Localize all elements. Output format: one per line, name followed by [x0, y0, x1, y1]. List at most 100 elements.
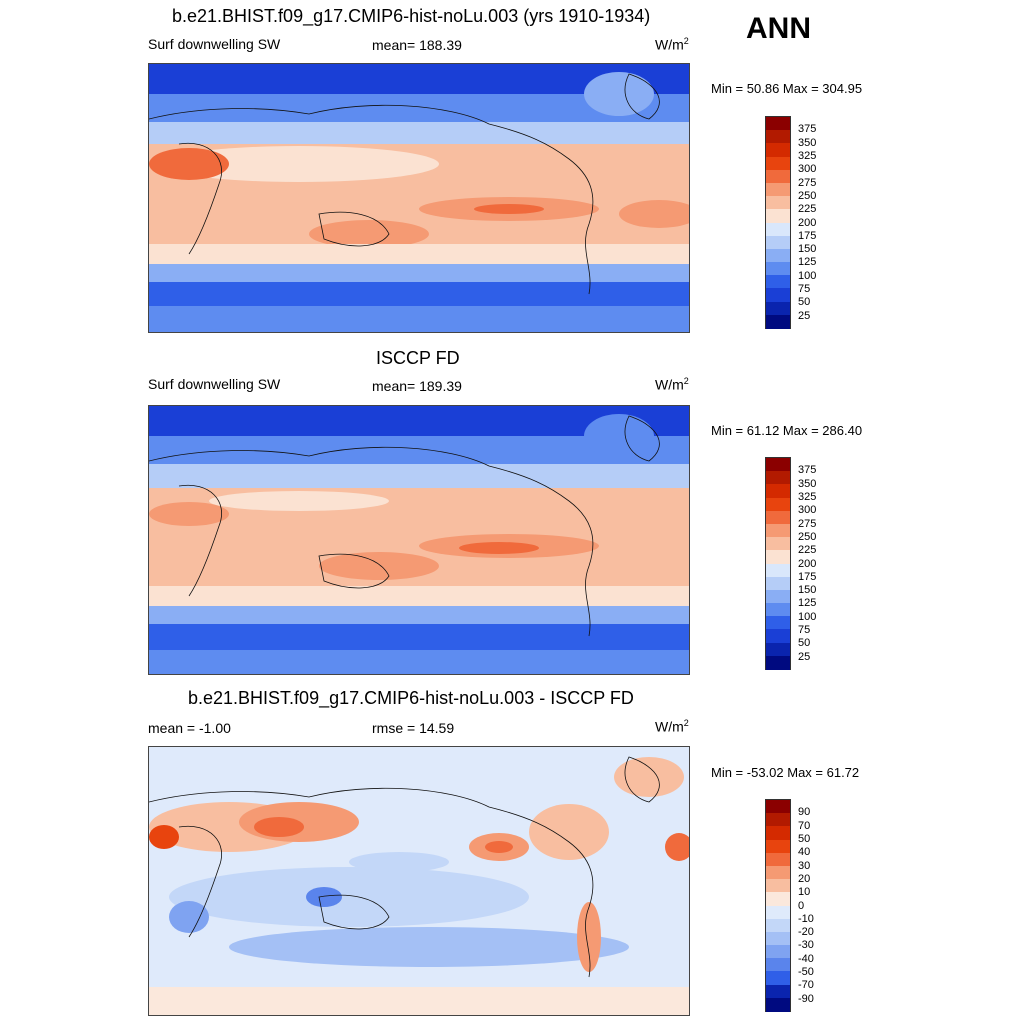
panel-3-units: W/m2	[655, 718, 689, 735]
colorbar-tick-label: -50	[798, 966, 814, 979]
panel-2-colorbar	[765, 457, 791, 670]
panel-3-field	[149, 747, 689, 1015]
colorbar-tick-label: 350	[798, 136, 817, 149]
colorbar-swatch	[766, 971, 790, 986]
colorbar-swatch	[766, 196, 790, 211]
colorbar-tick-label: 25	[798, 309, 811, 322]
colorbar-tick-label: 30	[798, 859, 811, 872]
colorbar-tick-label: 325	[798, 490, 817, 503]
colorbar-swatch	[766, 958, 790, 973]
colorbar-tick-label: 375	[798, 464, 817, 477]
panel-1-mean: mean= 188.39	[372, 37, 462, 53]
colorbar-swatch	[766, 616, 790, 631]
colorbar-tick-label: 225	[798, 544, 817, 557]
colorbar-tick-label: 375	[798, 123, 817, 136]
colorbar-tick-label: 75	[798, 624, 811, 637]
colorbar-swatch	[766, 182, 790, 197]
colorbar-tick-label: 150	[798, 243, 817, 256]
panel-2-variable: Surf downwelling SW	[148, 376, 281, 392]
colorbar-swatch	[766, 143, 790, 158]
colorbar-tick-label: 275	[798, 517, 817, 530]
colorbar-tick-label: 225	[798, 203, 817, 216]
panel-3-map	[148, 746, 690, 1016]
colorbar-swatch	[766, 537, 790, 552]
colorbar-swatch	[766, 235, 790, 250]
panel-3-minmax: Min = -53.02 Max = 61.72	[711, 765, 860, 780]
colorbar-tick-label: 10	[798, 886, 811, 899]
colorbar-swatch	[766, 642, 790, 657]
panel-3-mean: mean = -1.00	[148, 720, 231, 736]
panel-2-minmax: Min = 61.12 Max = 286.40	[711, 423, 863, 438]
colorbar-tick-label: 325	[798, 149, 817, 162]
season-label: ANN	[746, 12, 811, 45]
panel-2-mean: mean= 189.39	[372, 378, 462, 394]
colorbar-tick-label: 175	[798, 570, 817, 583]
colorbar-swatch	[766, 984, 790, 999]
colorbar-tick-label: 0	[798, 899, 805, 912]
colorbar-swatch	[766, 813, 790, 828]
colorbar-swatch	[766, 905, 790, 920]
colorbar-tick-label: -10	[798, 912, 814, 925]
colorbar-swatch	[766, 589, 790, 604]
colorbar-tick-label: -40	[798, 952, 814, 965]
panel-2-units: W/m2	[655, 376, 689, 393]
panel-1-colorbar	[765, 116, 791, 329]
panel-1-minmax: Min = 50.86 Max = 304.95	[711, 81, 863, 96]
colorbar-tick-label: 300	[798, 163, 817, 176]
colorbar-tick-label: 175	[798, 229, 817, 242]
colorbar-tick-label: 300	[798, 504, 817, 517]
panel-3-colorbar	[765, 799, 791, 1012]
colorbar-swatch	[766, 931, 790, 946]
colorbar-swatch	[766, 458, 790, 472]
colorbar-tick-label: 150	[798, 584, 817, 597]
colorbar-tick-label: 20	[798, 872, 811, 885]
panel-2-map	[148, 405, 690, 675]
colorbar-swatch	[766, 918, 790, 933]
colorbar-tick-label: 350	[798, 477, 817, 490]
colorbar-swatch	[766, 655, 790, 670]
colorbar-swatch	[766, 130, 790, 145]
colorbar-tick-label: 40	[798, 846, 811, 859]
colorbar-swatch	[766, 852, 790, 867]
colorbar-swatch	[766, 156, 790, 171]
colorbar-swatch	[766, 275, 790, 290]
colorbar-tick-label: 90	[798, 806, 811, 819]
panel-1-variable: Surf downwelling SW	[148, 36, 281, 52]
colorbar-tick-label: 50	[798, 296, 811, 309]
colorbar-tick-label: 25	[798, 650, 811, 663]
colorbar-swatch	[766, 497, 790, 512]
colorbar-swatch	[766, 879, 790, 894]
colorbar-swatch	[766, 523, 790, 538]
panel-1-title: b.e21.BHIST.f09_g17.CMIP6-hist-noLu.003 …	[172, 6, 651, 26]
panel-3-title: b.e21.BHIST.f09_g17.CMIP6-hist-noLu.003 …	[188, 688, 634, 708]
colorbar-swatch	[766, 563, 790, 578]
panel-1-units: W/m2	[655, 36, 689, 53]
panel-3-rmse: rmse = 14.59	[372, 720, 455, 736]
panel-2-field	[149, 406, 689, 674]
colorbar-tick-label: -20	[798, 926, 814, 939]
colorbar-swatch	[766, 603, 790, 618]
colorbar-tick-label: 275	[798, 176, 817, 189]
colorbar-tick-label: 250	[798, 530, 817, 543]
colorbar-swatch	[766, 314, 790, 329]
colorbar-swatch	[766, 865, 790, 880]
colorbar-tick-label: 200	[798, 557, 817, 570]
colorbar-swatch	[766, 550, 790, 565]
colorbar-tick-label: 70	[798, 819, 811, 832]
colorbar-tick-label: 125	[798, 597, 817, 610]
colorbar-swatch	[766, 484, 790, 499]
colorbar-tick-label: 200	[798, 216, 817, 229]
colorbar-tick-label: 250	[798, 189, 817, 202]
colorbar-tick-label: 100	[798, 269, 817, 282]
colorbar-tick-label: 50	[798, 637, 811, 650]
colorbar-swatch	[766, 301, 790, 316]
colorbar-swatch	[766, 629, 790, 644]
colorbar-swatch	[766, 248, 790, 263]
colorbar-swatch	[766, 997, 790, 1012]
colorbar-tick-label: -70	[798, 979, 814, 992]
colorbar-tick-label: -90	[798, 992, 814, 1005]
colorbar-swatch	[766, 222, 790, 237]
colorbar-tick-label: 50	[798, 832, 811, 845]
colorbar-swatch	[766, 169, 790, 184]
colorbar-tick-label: -30	[798, 939, 814, 952]
